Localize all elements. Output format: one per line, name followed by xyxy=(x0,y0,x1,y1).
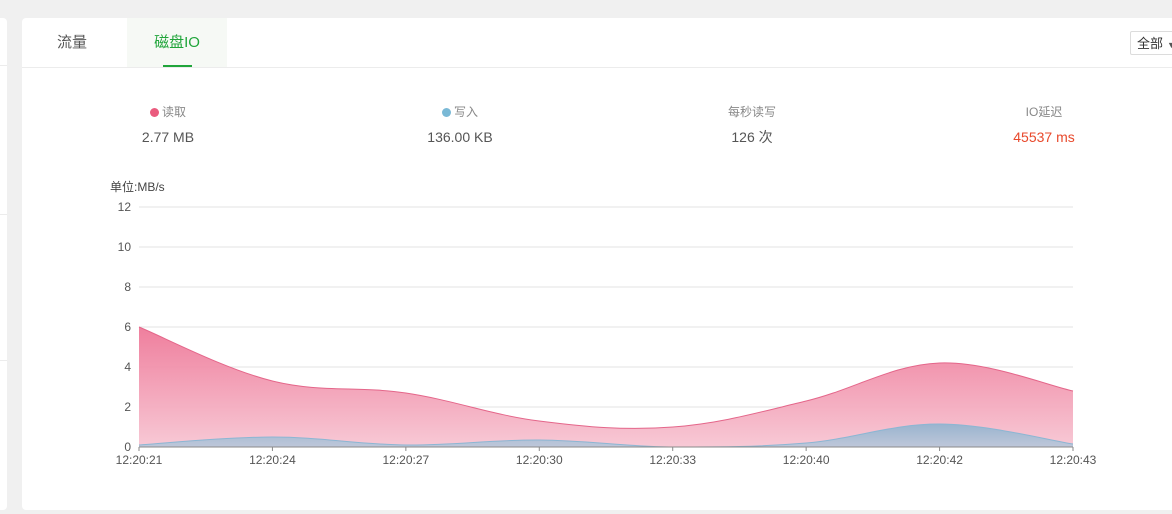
stat-read: 读取 2.77 MB xyxy=(88,104,248,145)
y-tick-label: 6 xyxy=(124,320,131,334)
stat-read-label: 读取 xyxy=(161,105,186,119)
y-axis-unit-label: 单位:MB/s xyxy=(110,180,165,194)
stat-iops-value: 126 次 xyxy=(731,129,773,145)
stat-iops: 每秒读写 126 次 xyxy=(672,104,832,145)
left-side-panel xyxy=(0,18,7,510)
y-tick-label: 8 xyxy=(124,280,131,294)
y-tick-label: 2 xyxy=(124,400,131,414)
active-tab-indicator xyxy=(163,65,192,67)
x-tick-label: 12:20:24 xyxy=(249,453,296,467)
read-series-line xyxy=(138,326,1074,429)
read-series-area xyxy=(139,327,1073,447)
y-tick-label: 0 xyxy=(124,440,131,454)
tab-traffic[interactable]: 流量 xyxy=(39,18,105,67)
x-tick-label: 12:20:43 xyxy=(1050,453,1097,467)
x-tick-label: 12:20:27 xyxy=(382,453,429,467)
y-tick-label: 4 xyxy=(124,360,131,374)
stat-iops-label: 每秒读写 xyxy=(727,105,776,119)
left-panel-divider xyxy=(0,214,7,215)
tab-traffic-label: 流量 xyxy=(56,34,87,51)
stat-io-latency-value: 45537 ms xyxy=(1013,129,1075,145)
stat-read-value: 2.77 MB xyxy=(141,129,195,145)
write-series-line xyxy=(138,423,1074,448)
left-panel-divider xyxy=(0,360,7,361)
disk-io-card: 流量 磁盘IO 全部▼ 读取 2.77 MB 写入 136.00 KB 每秒读写… xyxy=(22,18,1172,510)
write-series-area xyxy=(139,423,1073,447)
x-tick-label: 12:20:21 xyxy=(116,453,163,467)
write-legend-dot-icon xyxy=(441,108,451,117)
tab-disk-io[interactable]: 磁盘IO xyxy=(127,18,227,67)
stat-io-latency-label: IO延迟 xyxy=(1025,105,1063,119)
disk-select-value: 全部 xyxy=(1137,36,1164,51)
disk-io-area-chart: 0 2 4 6 8 10 12 12:20:21 12:20:24 12:20:27 12:20:3… xyxy=(116,200,1097,467)
stat-write-value: 136.00 KB xyxy=(427,129,493,145)
disk-select[interactable]: 全部▼ xyxy=(1130,31,1172,55)
y-tick-label: 10 xyxy=(118,240,132,254)
x-tick-label: 12:20:40 xyxy=(783,453,830,467)
x-tick-label: 12:20:30 xyxy=(516,453,563,467)
x-tick-label: 12:20:42 xyxy=(916,453,963,467)
x-tick-label: 12:20:33 xyxy=(649,453,696,467)
y-tick-label: 12 xyxy=(118,200,132,214)
stat-write: 写入 136.00 KB xyxy=(380,104,540,145)
tab-bar: 流量 磁盘IO 全部▼ xyxy=(22,18,1172,68)
read-legend-dot-icon xyxy=(149,108,159,117)
stat-io-latency: IO延迟 45537 ms xyxy=(964,104,1124,145)
left-panel-divider xyxy=(0,65,7,66)
tab-disk-io-label: 磁盘IO xyxy=(154,34,200,51)
stat-write-label: 写入 xyxy=(453,105,478,119)
chevron-down-icon: ▼ xyxy=(1167,40,1172,50)
